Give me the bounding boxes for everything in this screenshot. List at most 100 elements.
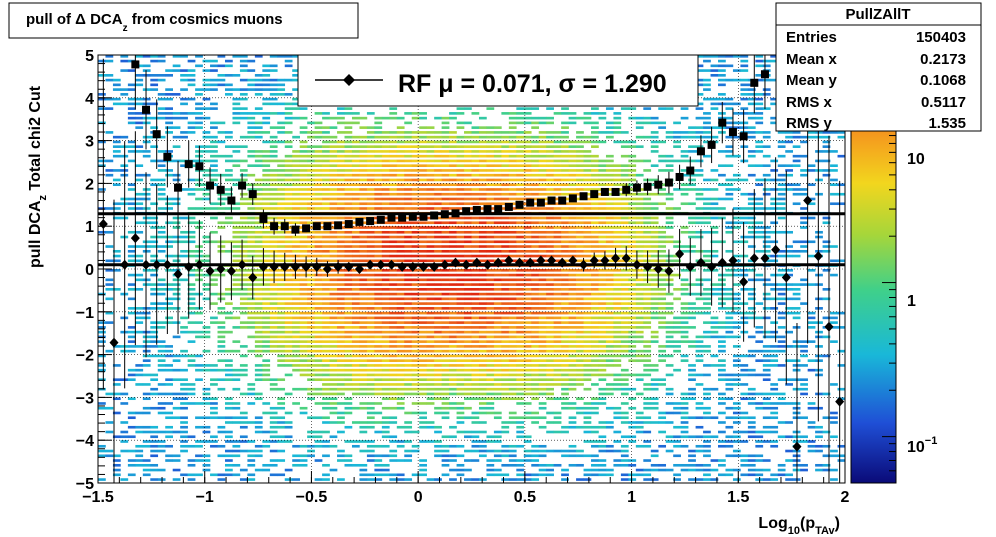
heatmap-cell: [419, 373, 427, 377]
heatmap-cell: [165, 368, 173, 372]
heatmap-cell: [508, 169, 517, 172]
heatmap-cell: [449, 145, 457, 148]
heatmap-cell: [120, 392, 129, 396]
heatmap-cell: [262, 226, 271, 229]
heatmap-cell: [299, 349, 308, 353]
heatmap-cell: [307, 430, 315, 434]
heatmap-cell: [202, 430, 211, 434]
heatmap-cell: [187, 330, 196, 334]
heatmap-cell: [98, 368, 106, 372]
heatmap-cell: [620, 383, 629, 386]
heatmap-cell: [180, 78, 188, 82]
heatmap-cell: [456, 421, 465, 424]
heatmap-cell: [538, 406, 547, 410]
heatmap-cell: [486, 107, 495, 110]
heatmap-cell: [247, 112, 256, 115]
heatmap-cell: [344, 302, 353, 305]
heatmap-cell: [351, 116, 360, 120]
heatmap-cell: [643, 402, 652, 405]
heatmap-cell: [307, 359, 315, 362]
heatmap-cell: [531, 359, 540, 362]
heatmap-cell: [628, 116, 637, 120]
heatmap-cell: [262, 311, 271, 315]
heatmap-cell: [210, 159, 218, 163]
heatmap-cell: [650, 383, 659, 386]
heatmap-cell: [553, 326, 562, 329]
heatmap-cell: [157, 178, 166, 182]
heatmap-cell: [366, 345, 375, 348]
heatmap-cell: [628, 240, 637, 244]
heatmap-cell: [493, 411, 502, 415]
heatmap-cell: [351, 463, 360, 467]
heatmap-cell: [262, 150, 271, 153]
heatmap-cell: [381, 364, 390, 367]
heatmap-cell: [277, 359, 286, 362]
heatmap-cell: [404, 173, 413, 177]
heatmap-cell: [673, 473, 681, 477]
heatmap-cell: [516, 463, 525, 467]
heatmap-cell: [426, 311, 435, 315]
heatmap-cell: [561, 316, 569, 320]
heatmap-cell: [561, 478, 569, 481]
heatmap-cell: [359, 340, 368, 343]
heatmap-cell: [568, 421, 577, 424]
heatmap-cell: [217, 78, 226, 82]
heatmap-cell: [665, 159, 674, 163]
heatmap-cell: [658, 259, 667, 263]
heatmap-cell: [568, 454, 577, 458]
heatmap-cell: [351, 164, 360, 167]
heatmap-cell: [232, 340, 241, 343]
heatmap-cell: [471, 449, 480, 453]
heatmap-cell: [359, 425, 368, 429]
heatmap-cell: [396, 254, 405, 258]
heatmap-cell: [344, 154, 353, 158]
heatmap-cell: [135, 126, 144, 129]
heatmap-cell: [508, 307, 517, 310]
heatmap-cell: [426, 240, 435, 244]
heatmap-cell: [650, 178, 659, 182]
heatmap-cell: [366, 444, 375, 448]
heatmap-cell: [292, 297, 300, 301]
heatmap-cell: [389, 259, 398, 263]
heatmap-cell: [172, 397, 181, 401]
heatmap-cell: [471, 292, 480, 296]
heatmap-cell: [396, 340, 405, 343]
heatmap-cell: [501, 463, 510, 467]
heatmap-cell: [389, 288, 398, 291]
heatmap-cell: [650, 259, 659, 263]
heatmap-cell: [389, 131, 398, 134]
heatmap-cell: [127, 378, 136, 381]
heatmap-cell: [180, 235, 188, 239]
heatmap-cell: [426, 397, 435, 401]
heatmap-cell: [635, 145, 644, 148]
heatmap-cell: [277, 159, 286, 163]
heatmap-cell: [157, 440, 166, 443]
heatmap-cell: [598, 273, 607, 277]
heatmap-cell: [157, 359, 166, 362]
heatmap-cell: [396, 173, 405, 177]
heatmap-cell: [605, 107, 614, 110]
heatmap-cell: [486, 349, 495, 353]
heatmap-cell: [127, 102, 136, 106]
heatmap-cell: [658, 188, 667, 191]
heatmap-cell: [613, 221, 622, 225]
heatmap-cell: [501, 307, 510, 310]
heatmap-cell: [605, 164, 614, 167]
heatmap-cell: [232, 387, 241, 391]
heatmap-cell: [277, 316, 286, 320]
heatmap-cell: [464, 197, 472, 201]
heatmap-cell: [561, 364, 569, 367]
heatmap-cell: [553, 359, 562, 362]
heatmap-cell: [508, 240, 517, 244]
heatmap-cell: [658, 297, 667, 301]
heatmap-cell: [359, 373, 368, 377]
heatmap-cell: [322, 383, 330, 386]
heatmap-cell: [247, 459, 256, 462]
heatmap-cell: [531, 397, 540, 401]
heatmap-cell: [531, 454, 540, 458]
heatmap-cell: [538, 116, 547, 120]
heatmap-cell: [322, 131, 330, 134]
heatmap-cell: [322, 302, 330, 305]
heatmap-cell: [516, 169, 525, 172]
heatmap-cell: [471, 126, 480, 129]
